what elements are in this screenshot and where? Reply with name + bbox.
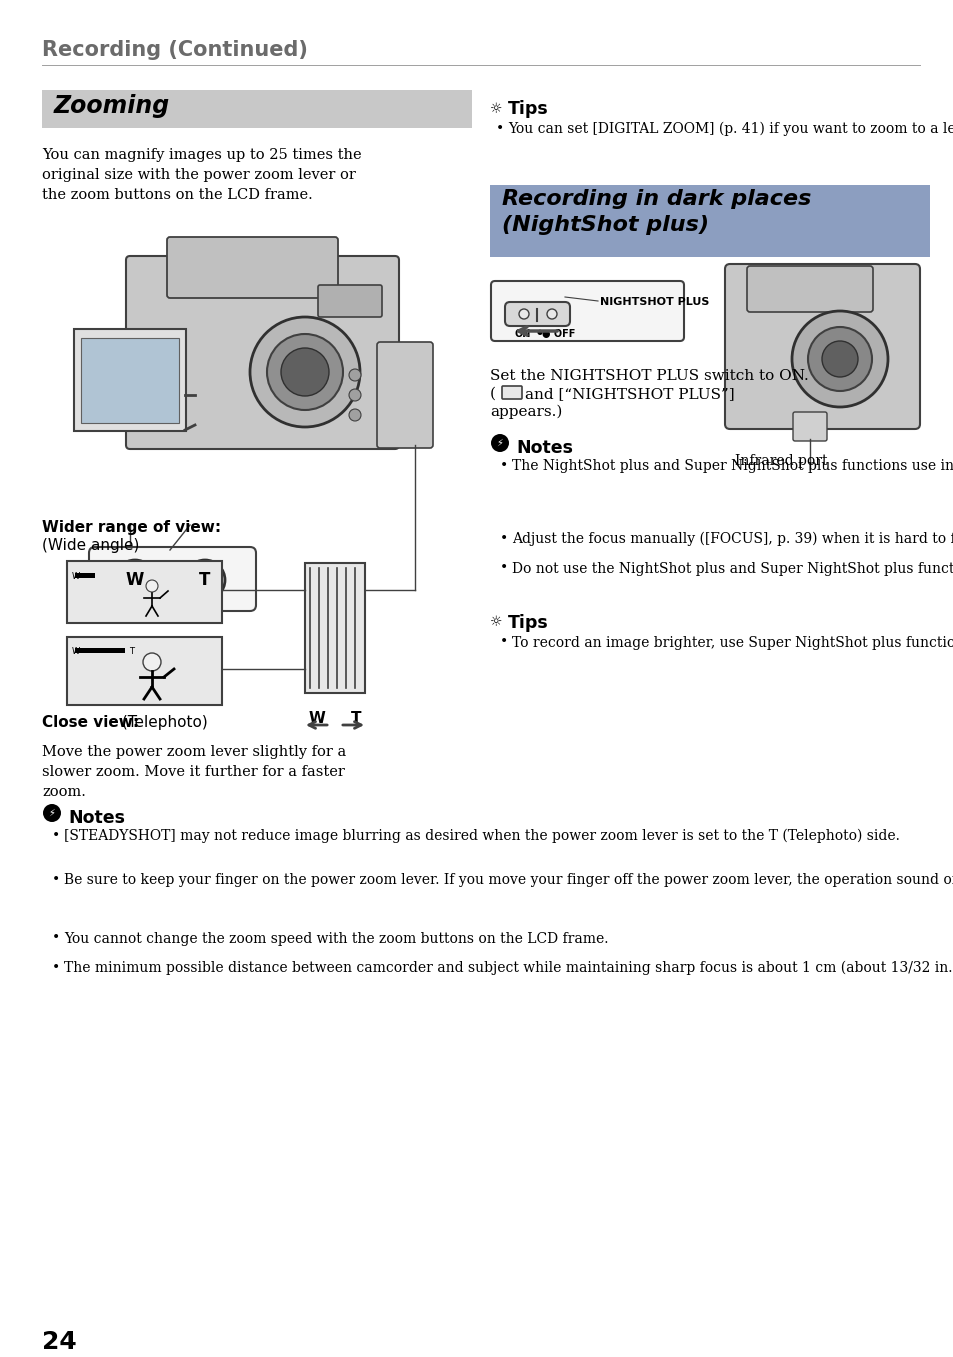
FancyBboxPatch shape xyxy=(504,303,569,326)
Text: Be sure to keep your finger on the power zoom lever. If you move your finger off: Be sure to keep your finger on the power… xyxy=(64,873,953,887)
Text: Do not use the NightShot plus and Super NightShot plus functions in bright place: Do not use the NightShot plus and Super … xyxy=(512,562,953,575)
FancyBboxPatch shape xyxy=(501,385,521,399)
Text: ● OFF: ● OFF xyxy=(541,328,575,339)
Text: Close view:: Close view: xyxy=(42,715,139,730)
Text: ⚡: ⚡ xyxy=(49,807,55,818)
Bar xyxy=(75,649,125,653)
Text: You can magnify images up to 25 times the
original size with the power zoom leve: You can magnify images up to 25 times th… xyxy=(42,148,361,202)
Text: Move the power zoom lever slightly for a
slower zoom. Move it further for a fast: Move the power zoom lever slightly for a… xyxy=(42,745,346,799)
Bar xyxy=(75,573,95,578)
Text: The minimum possible distance between camcorder and subject while maintaining sh: The minimum possible distance between ca… xyxy=(64,961,953,976)
Circle shape xyxy=(821,341,857,377)
Text: (Telephoto): (Telephoto) xyxy=(117,715,208,730)
Circle shape xyxy=(349,389,360,402)
FancyBboxPatch shape xyxy=(792,413,826,441)
Text: [STEADYSHOT] may not reduce image blurring as desired when the power zoom lever : [STEADYSHOT] may not reduce image blurri… xyxy=(64,829,899,844)
Circle shape xyxy=(491,434,509,452)
Text: T: T xyxy=(351,711,361,726)
Text: T: T xyxy=(199,571,211,589)
Text: •: • xyxy=(499,532,508,546)
Circle shape xyxy=(281,347,329,396)
Circle shape xyxy=(250,318,359,427)
Text: Set the NIGHTSHOT PLUS switch to ON.: Set the NIGHTSHOT PLUS switch to ON. xyxy=(490,369,808,383)
Text: ☼: ☼ xyxy=(490,616,502,630)
Circle shape xyxy=(267,334,343,410)
Circle shape xyxy=(349,369,360,381)
FancyBboxPatch shape xyxy=(126,256,398,449)
Circle shape xyxy=(349,408,360,421)
Text: You can set [DIGITAL ZOOM] (p. 41) if you want to zoom to a level greater than 2: You can set [DIGITAL ZOOM] (p. 41) if yo… xyxy=(507,122,953,137)
Text: (: ( xyxy=(490,387,496,402)
Circle shape xyxy=(546,309,557,319)
Text: •: • xyxy=(499,635,508,650)
Circle shape xyxy=(518,309,529,319)
FancyBboxPatch shape xyxy=(89,547,255,611)
Bar xyxy=(490,185,929,256)
FancyBboxPatch shape xyxy=(317,285,381,318)
Circle shape xyxy=(791,311,887,407)
Text: Tips: Tips xyxy=(507,613,548,631)
Text: ☼: ☼ xyxy=(490,102,502,115)
Circle shape xyxy=(807,327,871,391)
Text: Recording (Continued): Recording (Continued) xyxy=(42,39,308,60)
Text: Wider range of view:: Wider range of view: xyxy=(42,520,221,535)
Text: To record an image brighter, use Super NightShot plus function (p. 40). To recor: To record an image brighter, use Super N… xyxy=(512,635,953,650)
Text: (NightShot plus): (NightShot plus) xyxy=(501,214,708,235)
Text: W: W xyxy=(126,571,144,589)
Text: You cannot change the zoom speed with the zoom buttons on the LCD frame.: You cannot change the zoom speed with th… xyxy=(64,931,608,946)
Circle shape xyxy=(143,653,161,670)
Text: and [“NIGHTSHOT PLUS”]: and [“NIGHTSHOT PLUS”] xyxy=(524,387,734,402)
FancyBboxPatch shape xyxy=(74,328,186,432)
Text: T: T xyxy=(129,647,133,655)
Text: Notes: Notes xyxy=(516,440,573,457)
Text: ●: ● xyxy=(537,328,542,335)
Text: •: • xyxy=(496,122,504,136)
FancyBboxPatch shape xyxy=(376,342,433,448)
FancyBboxPatch shape xyxy=(746,266,872,312)
Bar xyxy=(42,90,472,128)
Text: W: W xyxy=(309,711,326,726)
Text: •: • xyxy=(499,562,508,575)
Text: •: • xyxy=(52,961,60,974)
Text: Zooming: Zooming xyxy=(54,94,170,118)
Text: •: • xyxy=(52,873,60,887)
Text: •: • xyxy=(499,459,508,474)
Bar xyxy=(81,338,179,423)
FancyBboxPatch shape xyxy=(167,237,337,299)
FancyBboxPatch shape xyxy=(491,281,683,341)
Bar xyxy=(305,563,365,693)
Bar xyxy=(67,560,222,623)
Text: •: • xyxy=(52,931,60,946)
Text: 24: 24 xyxy=(42,1330,76,1354)
Text: Tips: Tips xyxy=(507,100,548,118)
Text: NIGHTSHOT PLUS: NIGHTSHOT PLUS xyxy=(599,297,709,307)
Text: Adjust the focus manually ([FOCUS], p. 39) when it is hard to focus automaticall: Adjust the focus manually ([FOCUS], p. 3… xyxy=(512,532,953,547)
Text: appears.): appears.) xyxy=(490,404,561,419)
Text: Infrared port: Infrared port xyxy=(734,455,826,468)
Text: W: W xyxy=(71,573,80,581)
Text: Notes: Notes xyxy=(68,809,125,826)
Text: Recording in dark places: Recording in dark places xyxy=(501,189,810,209)
Text: •: • xyxy=(52,829,60,843)
Text: (Wide angle): (Wide angle) xyxy=(42,537,139,554)
Circle shape xyxy=(185,560,225,600)
Circle shape xyxy=(115,560,154,600)
FancyBboxPatch shape xyxy=(724,265,919,429)
Text: ⚡: ⚡ xyxy=(497,438,503,448)
Text: W: W xyxy=(71,647,80,655)
Text: ON: ON xyxy=(515,328,531,339)
Text: The NightShot plus and Super NightShot plus functions use infrared light. Theref: The NightShot plus and Super NightShot p… xyxy=(512,459,953,474)
Circle shape xyxy=(43,803,61,822)
Bar xyxy=(67,636,222,706)
Circle shape xyxy=(146,579,158,592)
